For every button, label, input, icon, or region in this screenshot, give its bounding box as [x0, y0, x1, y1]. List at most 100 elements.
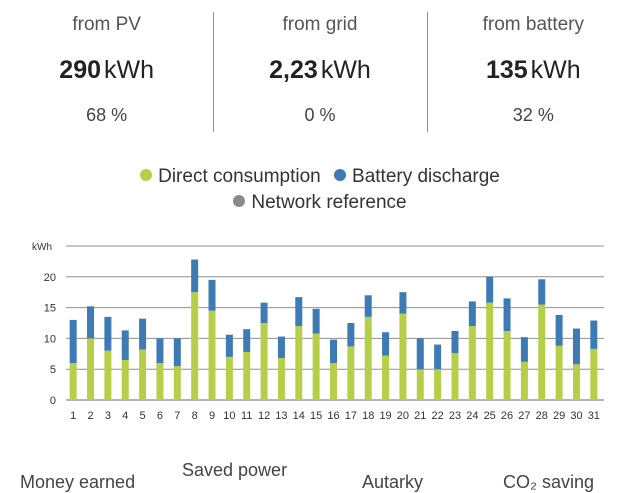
stat-label: from PV: [72, 14, 141, 35]
footer-autarky[interactable]: Autarky: [362, 472, 424, 492]
summary-tabs: Money earned Saved power Autarky CO₂ sav…: [0, 456, 640, 492]
stat-number: 2,23: [269, 56, 318, 84]
bar-direct-consumption: [139, 349, 147, 400]
bar-battery-discharge: [121, 330, 129, 360]
x-tick-label: 3: [105, 410, 111, 422]
bar-battery-discharge: [434, 344, 442, 370]
legend-label: Direct consumption: [158, 166, 321, 187]
bar-battery-discharge: [87, 306, 95, 339]
x-tick-label: 25: [484, 410, 496, 422]
bar-direct-consumption: [382, 355, 390, 400]
bar-direct-consumption: [191, 292, 199, 400]
bar-battery-discharge: [208, 279, 216, 311]
y-axis-unit-label: kWh: [32, 242, 52, 253]
x-tick-label: 28: [536, 410, 548, 422]
bar-direct-consumption: [69, 363, 77, 400]
bar-battery-discharge: [503, 298, 511, 332]
bar-direct-consumption: [416, 369, 424, 400]
bar-battery-discharge: [451, 331, 459, 354]
x-tick-label: 20: [397, 410, 409, 422]
bar-direct-consumption: [590, 348, 598, 400]
bar-direct-consumption: [208, 310, 216, 400]
x-tick-label: 1: [70, 410, 76, 422]
stat-from-pv: from PV 290 kWh 68 %: [0, 0, 213, 140]
x-tick-label: 30: [570, 410, 582, 422]
x-tick-label: 11: [241, 410, 252, 422]
y-tick-label: 0: [50, 395, 56, 407]
stat-percent: 68 %: [86, 105, 128, 125]
x-tick-label: 8: [192, 410, 198, 422]
x-tick-label: 23: [449, 410, 461, 422]
legend-dot-direct: [140, 169, 153, 181]
bar-direct-consumption: [121, 359, 129, 400]
bar-direct-consumption: [572, 364, 580, 400]
bar-direct-consumption: [486, 302, 494, 400]
x-tick-label: 4: [122, 410, 128, 422]
bar-direct-consumption: [399, 313, 407, 400]
bar-direct-consumption: [104, 350, 112, 400]
bar-battery-discharge: [347, 323, 355, 347]
x-tick-label: 31: [588, 410, 600, 422]
x-tick-label: 6: [157, 410, 163, 422]
energy-source-stats: from PV 290 kWh 68 % from grid 2,23 kWh 0 …: [0, 0, 640, 140]
stat-value: 2,23 kWh: [213, 56, 426, 85]
x-tick-label: 21: [414, 410, 426, 422]
footer-co2-saving[interactable]: CO₂ saving: [503, 472, 595, 492]
bar-battery-discharge: [572, 328, 580, 365]
bar-direct-consumption: [277, 358, 285, 400]
stat-value: 290 kWh: [0, 56, 213, 85]
y-tick-label: 15: [44, 303, 56, 315]
bar-direct-consumption: [451, 353, 459, 400]
x-tick-label: 22: [432, 410, 444, 422]
bar-battery-discharge: [295, 297, 303, 327]
x-tick-label: 19: [379, 410, 391, 422]
bar-battery-discharge: [330, 339, 337, 364]
legend-item-battery[interactable]: Battery discharge: [334, 164, 500, 190]
bar-battery-discharge: [416, 338, 424, 370]
bar-battery-discharge: [156, 338, 164, 364]
bar-battery-discharge: [104, 316, 112, 351]
footer-money-earned[interactable]: Money earned: [20, 472, 136, 492]
legend-dot-network: [233, 195, 246, 207]
footer-saved-power[interactable]: Saved power: [182, 460, 288, 480]
bar-direct-consumption: [243, 351, 251, 400]
x-tick-label: 12: [258, 410, 270, 422]
bar-direct-consumption: [468, 326, 476, 400]
stat-percent: 32 %: [512, 105, 554, 125]
bar-direct-consumption: [87, 338, 95, 400]
bar-battery-discharge: [364, 295, 372, 317]
bar-direct-consumption: [156, 363, 164, 400]
x-tick-label: 18: [362, 410, 374, 422]
bar-direct-consumption: [312, 333, 320, 400]
bar-direct-consumption: [364, 316, 372, 400]
legend-item-direct[interactable]: Direct consumption: [140, 164, 321, 190]
legend-item-network[interactable]: Network reference: [233, 190, 407, 216]
x-tick-label: 29: [553, 410, 565, 422]
x-tick-label: 26: [501, 410, 513, 422]
x-tick-label: 15: [310, 410, 322, 422]
legend-dot-battery: [334, 169, 347, 181]
legend-label: Network reference: [251, 192, 407, 213]
bar-direct-consumption: [520, 361, 528, 400]
bar-battery-discharge: [243, 329, 251, 352]
bar-battery-discharge: [555, 314, 563, 346]
bar-battery-discharge: [277, 336, 285, 359]
stat-label: from battery: [482, 14, 584, 35]
bar-direct-consumption: [295, 326, 303, 400]
legend-label: Battery discharge: [352, 166, 500, 187]
x-tick-label: 5: [140, 410, 146, 422]
stat-percent: 0 %: [304, 105, 336, 125]
stat-number: 290: [59, 56, 102, 84]
x-tick-label: 2: [87, 410, 93, 422]
bar-battery-discharge: [139, 318, 147, 350]
chart-legend: Direct consumption Battery discharge Net…: [0, 164, 640, 216]
x-tick-label: 9: [209, 410, 215, 422]
x-tick-label: 17: [345, 410, 357, 422]
bar-direct-consumption: [330, 363, 337, 400]
bar-battery-discharge: [69, 319, 77, 364]
bar-direct-consumption: [173, 366, 181, 400]
stat-unit: kWh: [320, 56, 371, 84]
x-tick-label: 16: [327, 410, 339, 422]
stat-label: from grid: [282, 14, 358, 35]
